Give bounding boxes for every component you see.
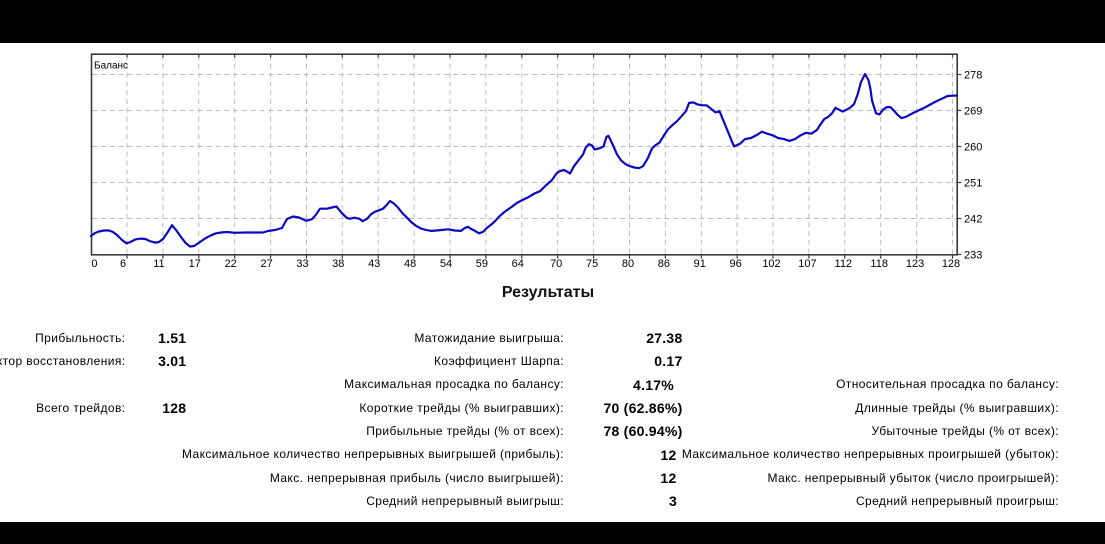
- svg-text:22: 22: [225, 258, 237, 270]
- svg-text:86: 86: [658, 258, 670, 270]
- svg-text:242: 242: [964, 214, 982, 226]
- svg-text:123: 123: [906, 258, 924, 270]
- svg-text:80: 80: [622, 258, 634, 270]
- svg-text:33: 33: [296, 258, 308, 270]
- svg-text:260: 260: [964, 142, 982, 154]
- svg-text:75: 75: [586, 258, 598, 270]
- svg-text:107: 107: [798, 258, 816, 270]
- svg-text:17: 17: [189, 258, 201, 270]
- svg-text:102: 102: [762, 258, 780, 270]
- svg-text:38: 38: [332, 258, 344, 270]
- svg-text:118: 118: [870, 258, 888, 270]
- svg-text:59: 59: [476, 258, 488, 270]
- svg-text:64: 64: [512, 258, 524, 270]
- svg-text:6: 6: [120, 258, 126, 270]
- svg-text:27: 27: [260, 258, 272, 270]
- svg-text:91: 91: [694, 258, 706, 270]
- svg-text:233: 233: [964, 250, 982, 262]
- svg-text:Баланс: Баланс: [94, 61, 128, 72]
- svg-text:0: 0: [91, 258, 97, 270]
- svg-text:48: 48: [404, 258, 416, 270]
- svg-text:251: 251: [964, 178, 982, 190]
- svg-text:43: 43: [368, 258, 380, 270]
- svg-text:54: 54: [440, 258, 452, 270]
- svg-text:128: 128: [942, 258, 960, 270]
- svg-text:269: 269: [964, 106, 982, 118]
- svg-text:112: 112: [835, 258, 853, 270]
- svg-text:11: 11: [153, 258, 164, 270]
- svg-text:70: 70: [550, 258, 562, 270]
- svg-text:278: 278: [964, 70, 982, 82]
- svg-text:96: 96: [729, 258, 741, 270]
